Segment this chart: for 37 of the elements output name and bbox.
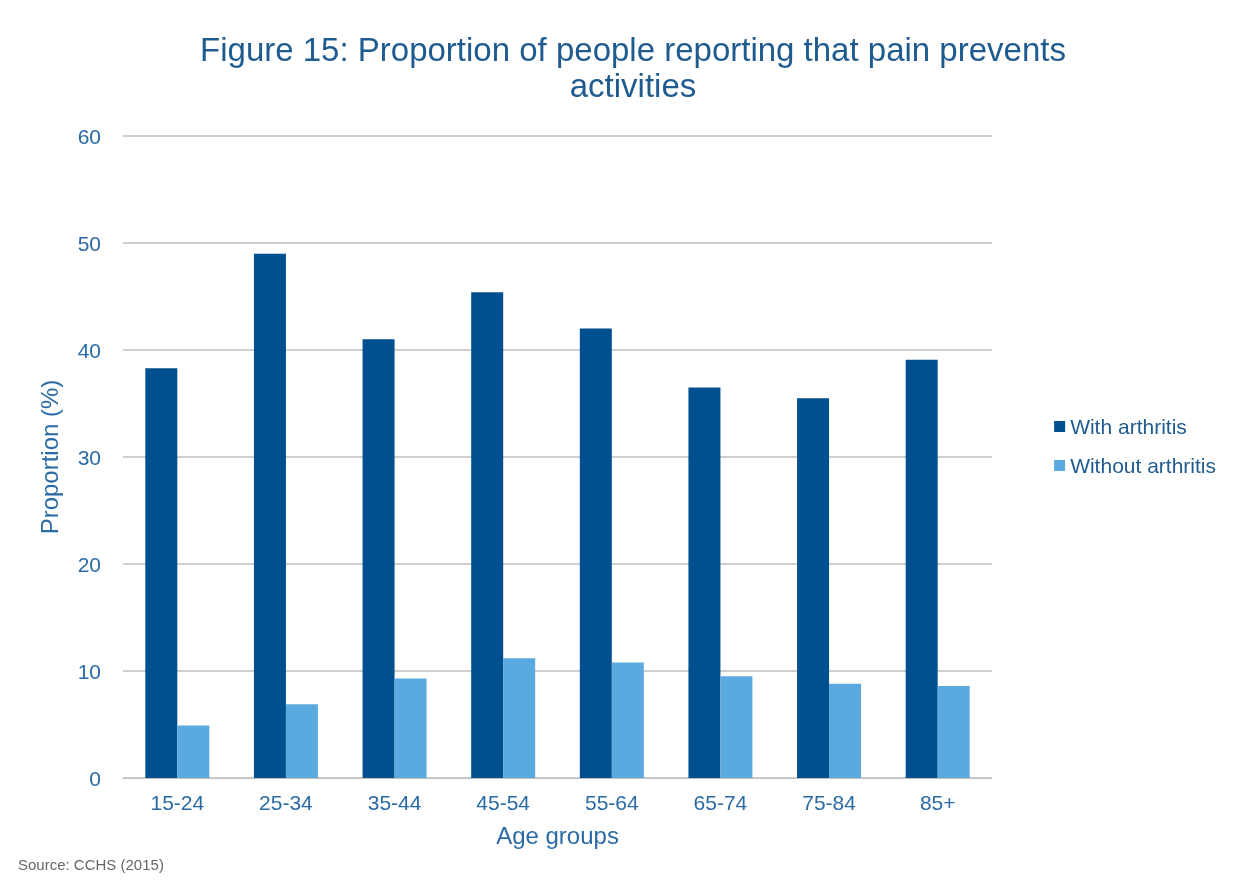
x-tick-label: 85+ — [919, 791, 956, 814]
bar — [905, 359, 938, 778]
bar — [503, 658, 536, 778]
y-tick-label: 50 — [77, 231, 101, 255]
bar — [688, 387, 721, 778]
bar — [720, 676, 753, 778]
x-tick-label: 45-54 — [476, 791, 531, 814]
x-tick-label: 65-74 — [693, 791, 748, 814]
x-tick-label: 35-44 — [367, 791, 422, 814]
bar — [394, 678, 427, 778]
bar — [285, 704, 318, 778]
bar — [471, 292, 504, 778]
y-tick-label: 30 — [77, 445, 101, 469]
x-tick-label: 55-64 — [584, 791, 639, 814]
y-tick-label: 60 — [77, 124, 101, 148]
chart-title: Figure 15: Proportion of people reporting that pain prevents activities — [200, 30, 1066, 104]
x-tick-label: 75-84 — [802, 791, 857, 814]
legend-label: Without arthritis — [1070, 454, 1216, 477]
y-tick-label: 20 — [77, 552, 101, 576]
bar — [937, 685, 970, 778]
x-tick-label: 25-34 — [259, 791, 314, 814]
bar — [177, 725, 210, 778]
y-tick-label: 10 — [77, 659, 101, 683]
x-tick-label: 15-24 — [150, 791, 205, 814]
bar — [611, 662, 644, 778]
y-axis-title: Proportion (%) — [35, 379, 63, 535]
y-tick-label: 40 — [77, 338, 101, 362]
y-tick-label: 0 — [89, 766, 101, 790]
bar — [829, 683, 862, 778]
bar — [362, 339, 395, 778]
x-axis-title: Age groups — [496, 821, 619, 849]
source-note: Source: CCHS (2015) — [18, 856, 164, 873]
bar — [253, 253, 286, 778]
legend-label: With arthritis — [1070, 415, 1187, 438]
bar — [145, 368, 178, 778]
bar — [579, 328, 612, 778]
bar — [797, 398, 830, 778]
